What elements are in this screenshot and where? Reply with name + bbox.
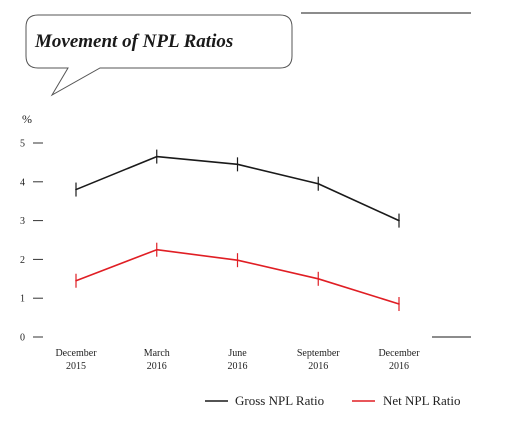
legend-label-net: Net NPL Ratio [383,393,461,408]
chart-title: Movement of NPL Ratios [34,31,233,52]
y-axis: 0 1 2 3 4 5 [20,139,43,344]
x-tick-label-line: March [144,348,170,359]
y-tick-label: 2 [20,255,25,266]
legend-label-gross: Gross NPL Ratio [235,393,324,408]
series-layer [75,149,400,312]
x-tick-label-line: December [378,348,420,359]
x-tick-label-line: September [297,348,340,359]
x-tick-label: December 2015 [55,348,97,372]
title-callout-bubble [25,14,293,97]
y-tick-label: 4 [20,177,25,188]
x-tick-label-line: 2015 [66,361,86,372]
x-tick-label-line: 2016 [228,361,248,372]
x-tick-label: March 2016 [144,348,170,372]
x-tick-label-line: 2016 [389,361,409,372]
y-axis-unit-label: % [22,112,32,126]
y-tick-label: 3 [20,216,25,227]
x-tick-label-line: June [228,348,247,359]
x-tick-label-line: 2016 [147,361,167,372]
x-tick-label: September 2016 [297,348,340,372]
x-tick-label-line: 2016 [308,361,328,372]
x-tick-label: June 2016 [228,348,248,372]
legend: Gross NPL Ratio Net NPL Ratio [205,393,461,408]
y-tick-label: 1 [20,294,25,305]
x-axis: December 2015 March 2016 June 2016 September 20… [55,348,420,372]
x-tick-label: December 2016 [378,348,420,372]
y-tick-label: 5 [20,139,25,150]
y-tick-label: 0 [20,333,25,344]
x-tick-label-line: December [55,348,97,359]
